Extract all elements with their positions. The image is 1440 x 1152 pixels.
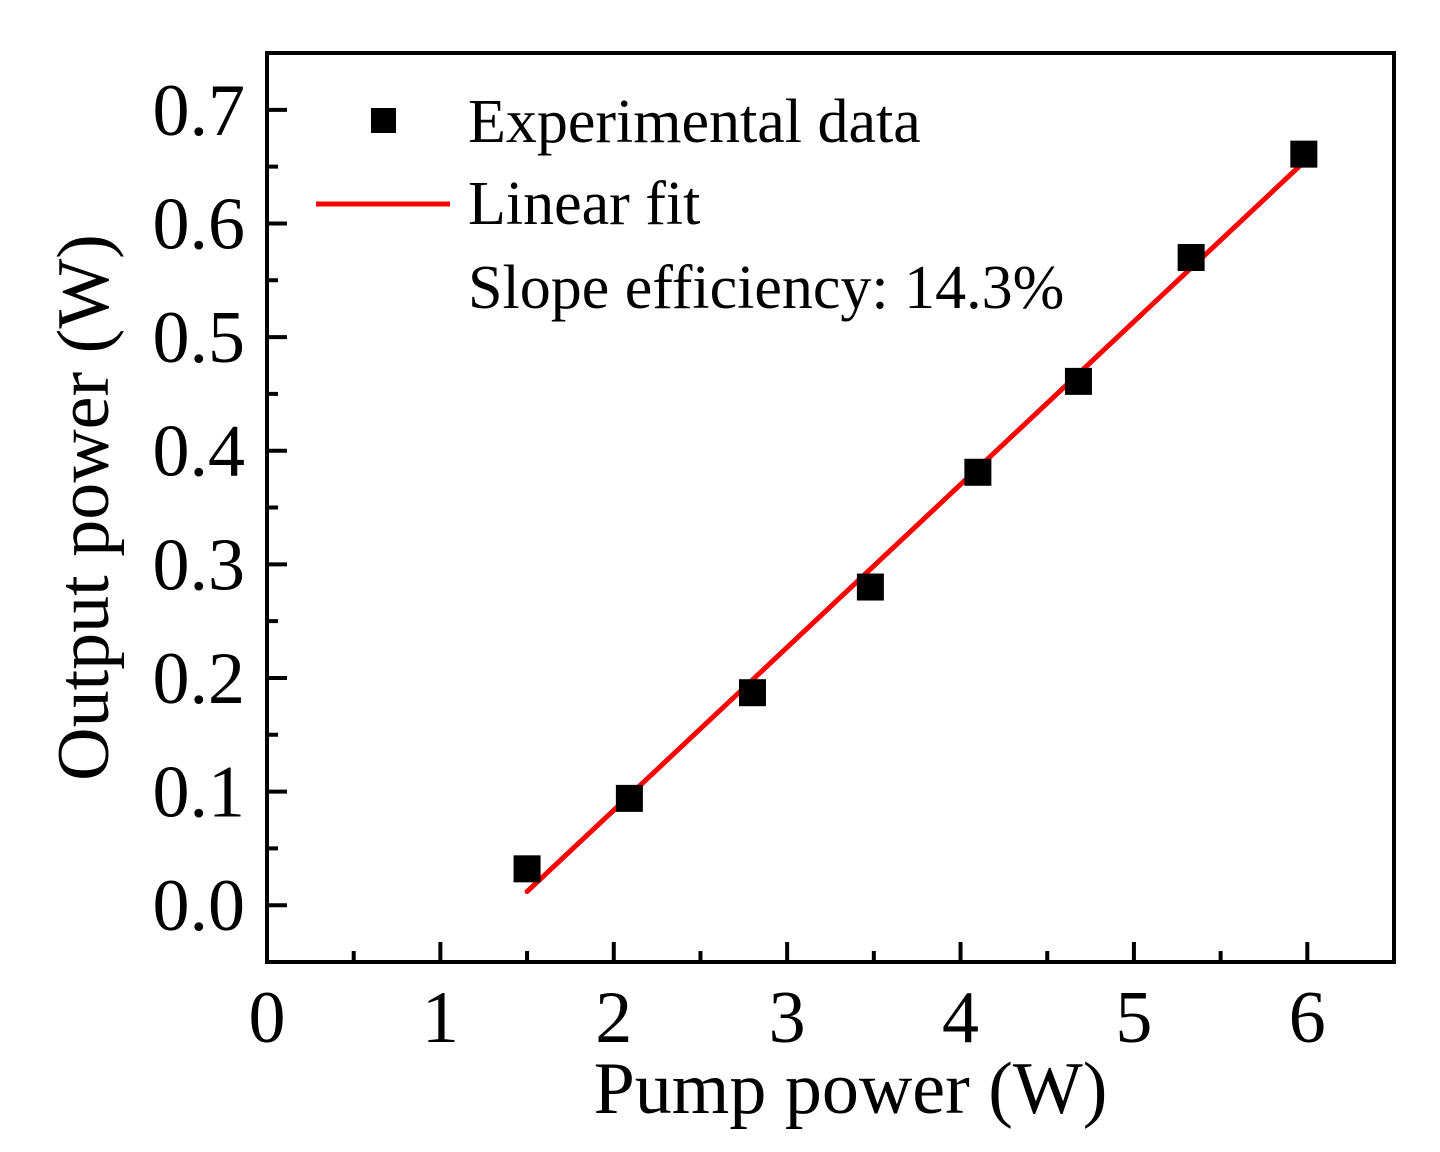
- x-tick-label: 1: [422, 977, 459, 1059]
- points-layer: [513, 140, 1318, 883]
- data-point: [1290, 140, 1318, 168]
- linear-fit-line: [524, 159, 1307, 895]
- legend-marker-experimental: [371, 108, 396, 133]
- y-tick-label: 0.7: [153, 70, 246, 152]
- data-point: [1064, 367, 1092, 395]
- data-point: [615, 784, 643, 812]
- x-tick-label: 3: [769, 977, 806, 1059]
- ticks-layer: 0 1 2 3 4 5 6 0.0 0.1 0.2 0.3 0.4 0.5 0.6 0.7: [153, 51, 1326, 1059]
- fit-layer: [524, 159, 1307, 895]
- x-tick-label: 5: [1115, 977, 1152, 1059]
- x-tick-label: 0: [249, 977, 286, 1059]
- legend-label-fit: Linear fit: [468, 170, 700, 238]
- y-tick-label: 0.6: [153, 183, 246, 265]
- data-point: [964, 458, 992, 486]
- x-axis-label: Pump power (W): [594, 1048, 1108, 1130]
- y-tick-label: 0.3: [153, 524, 246, 606]
- data-point: [513, 855, 541, 883]
- data-point: [738, 679, 766, 707]
- y-tick-label: 0.1: [153, 752, 246, 834]
- legend-label-experimental: Experimental data: [468, 88, 921, 156]
- plot-frame: [265, 51, 1396, 964]
- y-tick-label: 0.0: [153, 865, 246, 947]
- data-point: [856, 573, 884, 601]
- legend: Experimental data Linear fit: [316, 88, 921, 238]
- x-tick-label: 6: [1289, 977, 1326, 1059]
- slope-efficiency-annotation: Slope efficiency: 14.3%: [468, 254, 1064, 322]
- y-axis-label: Output power (W): [43, 234, 125, 781]
- data-point: [1177, 244, 1205, 272]
- y-tick-label: 0.4: [153, 411, 246, 493]
- y-tick-label: 0.5: [153, 297, 246, 379]
- x-tick-label: 4: [942, 977, 979, 1059]
- y-tick-label: 0.2: [153, 638, 246, 720]
- x-tick-label: 2: [595, 977, 632, 1059]
